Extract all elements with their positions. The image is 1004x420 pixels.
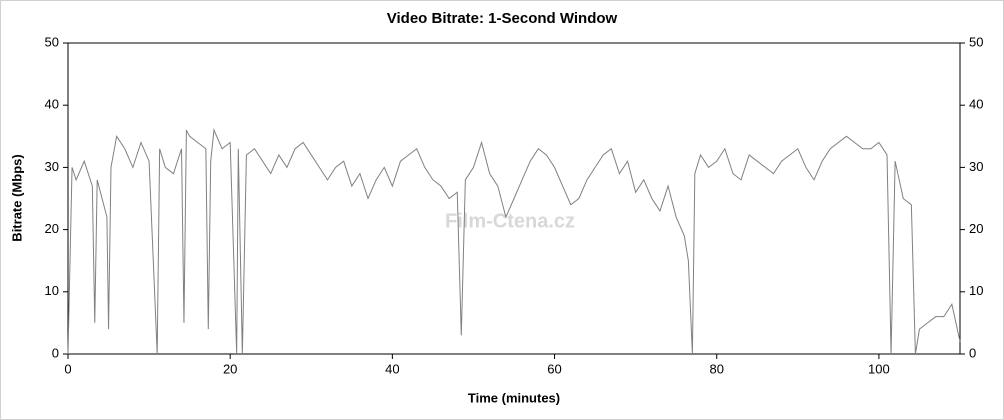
chart-title: Video Bitrate: 1-Second Window <box>387 10 618 27</box>
y2-tick-label: 0 <box>969 345 976 360</box>
y-axis-title: Bitrate (Mbps) <box>9 154 24 241</box>
y-tick-label: 40 <box>45 97 59 112</box>
x-tick-label: 40 <box>385 361 399 376</box>
y-tick-label: 0 <box>52 345 59 360</box>
x-tick-label: 0 <box>64 361 71 376</box>
y-tick-label: 50 <box>45 34 59 49</box>
x-tick-label: 20 <box>223 361 237 376</box>
watermark: Film-Ctena.cz <box>445 210 575 232</box>
x-axis-title: Time (minutes) <box>468 390 560 405</box>
y2-tick-label: 10 <box>969 283 983 298</box>
x-tick-label: 80 <box>709 361 723 376</box>
y-tick-label: 10 <box>45 283 59 298</box>
y-tick-label: 30 <box>45 159 59 174</box>
y2-tick-label: 30 <box>969 159 983 174</box>
plot-frame <box>67 42 961 355</box>
bitrate-line <box>67 128 961 355</box>
x-tick-label: 60 <box>547 361 561 376</box>
y-tick-label: 20 <box>45 221 59 236</box>
y2-tick-label: 50 <box>969 34 983 49</box>
y2-tick-label: 40 <box>969 97 983 112</box>
x-tick-label: 100 <box>868 361 890 376</box>
y2-tick-label: 20 <box>969 221 983 236</box>
